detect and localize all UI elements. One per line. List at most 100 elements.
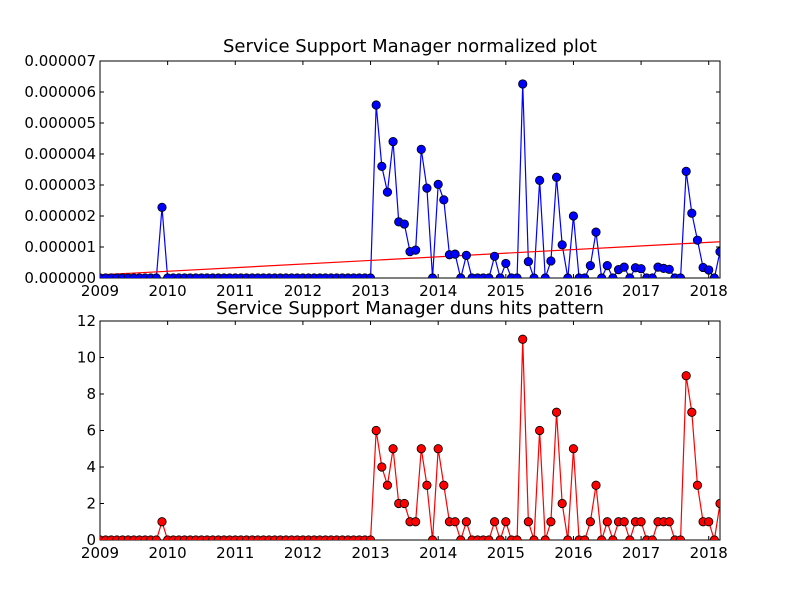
hits-data-point	[704, 517, 714, 527]
hits-data-point	[675, 535, 686, 540]
normalized-y-tick-label: 0.000006	[24, 83, 96, 101]
normalized-y-tick-label: 0.000000	[24, 269, 96, 287]
normalized-data-point	[563, 273, 573, 278]
hits-data-point	[585, 517, 595, 527]
normalized-data-point	[681, 166, 691, 176]
normalized-y-tick-label: 0.000002	[24, 207, 96, 225]
hits-data-point	[664, 517, 674, 527]
normalized-data-point	[495, 273, 505, 278]
hits-data-point	[597, 535, 607, 540]
normalized-data-point	[151, 273, 161, 278]
normalized-data-point	[636, 264, 646, 274]
normalized-data-point	[518, 79, 528, 89]
normalized-data-point	[664, 264, 674, 274]
hits-data-point	[399, 498, 409, 509]
normalized-data-point	[489, 251, 500, 261]
hits-data-point	[461, 517, 471, 527]
hits-x-tick-label: 2015	[487, 544, 525, 562]
normalized-data-point	[399, 219, 409, 229]
hits-pattern-plot-ticks: 2009 2010 2011 2012 2013 2014 2015 2016 2017 2018…	[77, 312, 728, 562]
normalized-data-point	[439, 195, 449, 205]
normalized-data-point	[551, 172, 562, 182]
normalized-y-tick-label: 0.000003	[24, 176, 96, 194]
normalized-x-tick-label: 2009	[81, 282, 119, 300]
normalized-data-point	[523, 256, 533, 267]
hits-y-tick-label: 4	[86, 458, 96, 476]
normalized-y-tick-label: 0.000005	[24, 114, 96, 132]
hits-data-point	[151, 535, 161, 540]
normalized-data-point	[709, 273, 719, 278]
hits-y-tick-label: 2	[86, 495, 96, 513]
hits-data-point	[647, 535, 657, 540]
normalized-data-point	[687, 208, 697, 218]
hits-data-point	[580, 535, 590, 540]
hits-data-point	[422, 480, 432, 490]
hits-data-point	[484, 535, 494, 540]
normalized-x-tick-label: 2010	[149, 282, 187, 300]
normalized-data-point	[484, 273, 494, 278]
normalized-data-point	[411, 245, 421, 255]
hits-data-point	[382, 480, 393, 490]
normalized-y-tick-label: 0.000001	[24, 238, 96, 256]
normalized-data-point	[501, 258, 511, 269]
hits-data-point	[456, 535, 466, 540]
normalized-data-point	[647, 273, 657, 278]
normalized-data-point	[608, 273, 618, 278]
normalized-plot-ticks: 2009 2010 2011 2012 2013 2014 2015 2016 2017 2018…	[24, 52, 727, 300]
hits-data-point	[551, 407, 562, 417]
normalized-y-tick-label: 0.000004	[24, 145, 96, 163]
normalized-data-point	[704, 265, 714, 275]
hits-data-point	[709, 535, 719, 540]
normalized-data-point	[157, 202, 167, 212]
normalized-x-tick-label: 2018	[690, 282, 728, 300]
hits-data-point	[687, 407, 697, 417]
hits-data-point	[495, 535, 505, 540]
normalized-x-tick-label: 2014	[419, 282, 457, 300]
hits-x-tick-label: 2014	[419, 544, 457, 562]
hits-data-point	[529, 535, 539, 540]
normalized-y-tick-label: 0.000007	[24, 52, 96, 70]
normalized-x-tick-label: 2017	[622, 282, 660, 300]
hits-data-point	[365, 535, 376, 540]
hits-data-point	[715, 498, 720, 509]
normalized-data-point	[512, 273, 522, 278]
normalized-plot-title: Service Support Manager normalized plot	[223, 36, 597, 57]
normalized-data-point	[557, 240, 567, 250]
hits-data-point	[636, 517, 646, 527]
hits-x-tick-label: 2012	[284, 544, 322, 562]
hits-x-tick-label: 2013	[351, 544, 389, 562]
normalized-data-point	[591, 227, 601, 237]
hits-x-tick-label: 2016	[554, 544, 592, 562]
normalized-data-point	[602, 260, 612, 271]
hits-data-point	[619, 517, 629, 527]
hits-data-point	[568, 444, 579, 454]
normalized-data-point	[371, 100, 381, 110]
hits-data-point	[518, 334, 528, 344]
normalized-x-tick-label: 2011	[216, 282, 254, 300]
hits-data-point	[540, 535, 550, 540]
hits-data-point	[489, 517, 500, 527]
hits-data-point	[433, 444, 443, 454]
hits-data-point	[439, 480, 449, 490]
normalized-x-tick-label: 2013	[351, 282, 389, 300]
hits-data-point	[450, 517, 460, 527]
hits-data-point	[535, 425, 545, 436]
normalized-plot: Service Support Manager normalized plot …	[24, 36, 727, 300]
normalized-data-point	[377, 161, 387, 171]
normalized-data-point	[597, 273, 607, 278]
normalized-data-point	[365, 273, 376, 278]
normalized-data-point	[388, 137, 398, 147]
normalized-data-point	[568, 211, 579, 221]
hits-plot-area	[100, 334, 720, 540]
hits-data-point	[591, 480, 601, 490]
hits-data-point	[563, 535, 573, 540]
hits-data-point	[501, 517, 511, 527]
normalized-data-point	[461, 250, 471, 260]
hits-x-tick-label: 2017	[622, 544, 660, 562]
normalized-data-point	[675, 273, 686, 278]
hits-pattern-plot: Service Support Manager duns hits patter…	[77, 298, 728, 562]
normalized-data-point	[382, 187, 393, 197]
normalized-plot-area	[100, 79, 720, 278]
hits-pattern-plot-series	[100, 334, 720, 540]
